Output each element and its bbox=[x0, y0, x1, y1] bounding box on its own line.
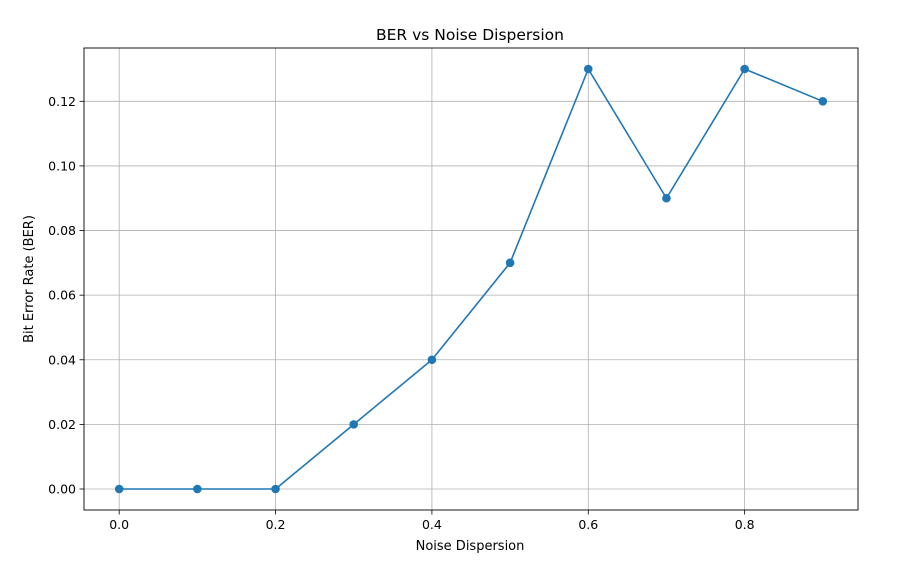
data-point bbox=[583, 64, 593, 74]
chart-title: BER vs Noise Dispersion bbox=[376, 26, 564, 44]
series-layer bbox=[114, 64, 828, 494]
x-tick-label: 0.4 bbox=[422, 517, 442, 532]
data-point bbox=[271, 484, 280, 494]
plot-area-border bbox=[83, 47, 859, 511]
data-point bbox=[505, 258, 515, 268]
data-point bbox=[740, 64, 749, 74]
plot-frame bbox=[83, 47, 859, 511]
x-tick-label: 0.0 bbox=[109, 517, 129, 532]
y-tick-label: 0.12 bbox=[48, 94, 76, 109]
y-tick-label: 0.00 bbox=[48, 482, 76, 497]
y-tick-label: 0.04 bbox=[48, 352, 76, 367]
y-axis-ticks: 0.00 0.02 0.04 0.06 0.08 0.10 0.12 bbox=[48, 94, 84, 497]
x-tick-label: 0.6 bbox=[578, 517, 598, 532]
x-axis-ticks: 0.0 0.2 0.4 0.6 0.8 bbox=[109, 510, 755, 532]
y-tick-label: 0.10 bbox=[48, 158, 76, 173]
data-point bbox=[662, 193, 671, 203]
x-tick-label: 0.2 bbox=[266, 517, 286, 532]
y-tick-label: 0.02 bbox=[48, 417, 76, 432]
data-point bbox=[114, 484, 124, 494]
x-tick-label: 0.8 bbox=[735, 517, 755, 532]
y-axis-title: Bit Error Rate (BER) bbox=[22, 215, 37, 343]
y-tick-label: 0.06 bbox=[48, 288, 76, 303]
data-point bbox=[818, 97, 828, 106]
series-line bbox=[119, 68, 824, 490]
data-point bbox=[193, 484, 202, 494]
data-point bbox=[349, 420, 359, 429]
x-axis-title: Noise Dispersion bbox=[416, 539, 525, 554]
data-point bbox=[427, 355, 437, 365]
y-tick-label: 0.08 bbox=[48, 223, 76, 238]
